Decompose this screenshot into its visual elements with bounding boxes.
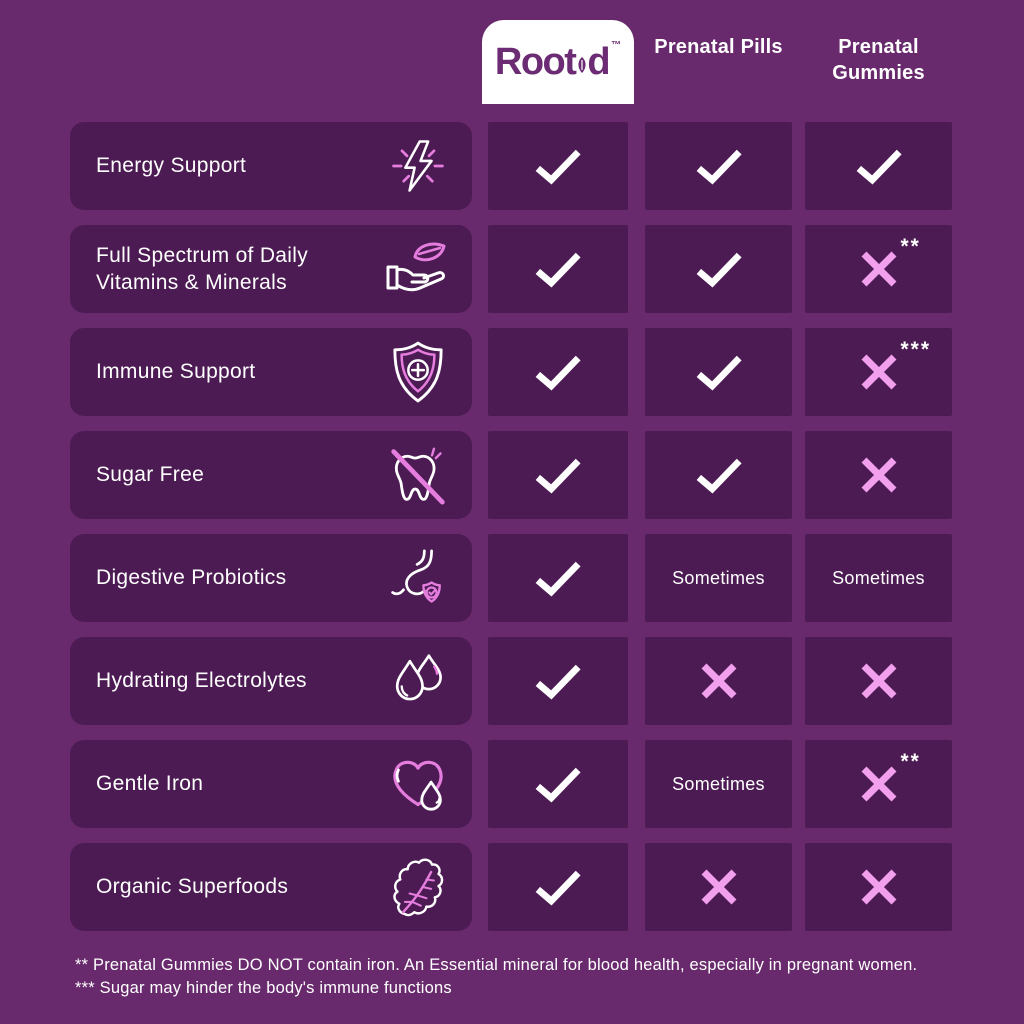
feature-label: Energy Support: [96, 154, 247, 178]
check-icon: [534, 251, 582, 288]
check-icon: [695, 251, 743, 288]
logo-text-before: Root: [494, 41, 577, 83]
check-icon: [534, 869, 582, 906]
gummies-cell: **: [805, 740, 952, 828]
column-header-prenatal-pills: Prenatal Pills: [654, 36, 783, 58]
footnote-marker: **: [900, 750, 921, 773]
rootd-cell: [488, 225, 628, 313]
gummies-cell: [805, 431, 952, 519]
check-icon: [695, 148, 743, 185]
check-icon: [534, 766, 582, 803]
gummies-cell: [805, 122, 952, 210]
feature-row: Digestive Probiotics Sometimes Sometimes: [70, 534, 952, 622]
gummies-cell: [805, 637, 952, 725]
feature-label: Organic Superfoods: [96, 875, 289, 899]
leaf-icon: [576, 43, 588, 81]
cross-icon: [860, 353, 898, 391]
check-icon: [534, 560, 582, 597]
pills-cell: [645, 328, 792, 416]
feature-row: Gentle Iron Sometimes **: [70, 740, 952, 828]
feature-label: Gentle Iron: [96, 772, 204, 796]
check-icon: [695, 354, 743, 391]
feature-row: Sugar Free: [70, 431, 952, 519]
cross-icon: [860, 765, 898, 803]
gummies-cell: Sometimes: [805, 534, 952, 622]
rootd-cell: [488, 843, 628, 931]
hand-leaf-icon: [382, 240, 454, 298]
feature-row: Immune Support ***: [70, 328, 952, 416]
cross-icon: [860, 662, 898, 700]
check-icon: [534, 354, 582, 391]
rootd-logo: Root d ™: [494, 40, 622, 83]
rootd-cell: [488, 328, 628, 416]
water-drops-icon: [382, 653, 454, 709]
pills-cell: [645, 843, 792, 931]
heart-iron-icon: [382, 756, 454, 812]
feature-label-cell: Gentle Iron: [70, 740, 472, 828]
gummies-cell: ***: [805, 328, 952, 416]
feature-rows: Energy Support Full Spectrum of Daily Vit…: [70, 122, 952, 946]
kale-leaf-icon: [382, 857, 454, 917]
footnote-marker: ***: [900, 338, 932, 361]
cross-icon: [860, 868, 898, 906]
footnotes: ** Prenatal Gummies DO NOT contain iron.…: [75, 954, 917, 1001]
feature-label-cell: Sugar Free: [70, 431, 472, 519]
feature-label-cell: Hydrating Electrolytes: [70, 637, 472, 725]
feature-label: Immune Support: [96, 360, 256, 384]
feature-row: Full Spectrum of Daily Vitamins & Minera…: [70, 225, 952, 313]
feature-label-cell: Organic Superfoods: [70, 843, 472, 931]
check-icon: [695, 457, 743, 494]
pills-cell: [645, 637, 792, 725]
check-icon: [534, 663, 582, 700]
feature-label: Full Spectrum of Daily Vitamins & Minera…: [96, 243, 308, 294]
cross-icon: [860, 456, 898, 494]
footnote-iron: ** Prenatal Gummies DO NOT contain iron.…: [75, 956, 918, 974]
feature-label: Hydrating Electrolytes: [96, 669, 307, 693]
pills-cell: [645, 122, 792, 210]
cross-icon: [700, 662, 738, 700]
feature-label-cell: Digestive Probiotics: [70, 534, 472, 622]
feature-row: Hydrating Electrolytes: [70, 637, 952, 725]
gummies-cell: **: [805, 225, 952, 313]
feature-label-cell: Full Spectrum of Daily Vitamins & Minera…: [70, 225, 472, 313]
shield-plus-icon: [382, 341, 454, 403]
rootd-logo-box: Root d ™: [482, 20, 634, 104]
feature-label-cell: Energy Support: [70, 122, 472, 210]
feature-row: Organic Superfoods: [70, 843, 952, 931]
feature-label: Digestive Probiotics: [96, 566, 287, 590]
check-icon: [534, 148, 582, 185]
pills-cell: [645, 431, 792, 519]
cross-icon: [860, 250, 898, 288]
pills-cell: [645, 225, 792, 313]
feature-label-cell: Immune Support: [70, 328, 472, 416]
sometimes-text: Sometimes: [672, 773, 765, 794]
energy-bolt-icon: [382, 138, 454, 194]
pills-cell: Sometimes: [645, 534, 792, 622]
feature-label: Sugar Free: [96, 463, 205, 487]
rootd-cell: [488, 534, 628, 622]
feature-row: Energy Support: [70, 122, 952, 210]
rootd-column-frame: Root d ™: [482, 20, 634, 952]
check-icon: [534, 457, 582, 494]
rootd-cell: [488, 122, 628, 210]
sometimes-text: Sometimes: [832, 567, 925, 588]
sometimes-text: Sometimes: [672, 567, 765, 588]
stomach-probiotic-icon: [382, 547, 454, 609]
pills-cell: Sometimes: [645, 740, 792, 828]
rootd-cell: [488, 637, 628, 725]
gummies-cell: [805, 843, 952, 931]
check-icon: [855, 148, 903, 185]
footnote-marker: **: [900, 235, 921, 258]
footnote-sugar: *** Sugar may hinder the body's immune f…: [75, 979, 452, 998]
trademark-symbol: ™: [611, 40, 622, 51]
rootd-cell: [488, 431, 628, 519]
rootd-cell: [488, 740, 628, 828]
logo-text-after: d: [587, 41, 610, 83]
no-sugar-tooth-icon: [382, 445, 454, 505]
column-header-prenatal-gummies: Prenatal Gummies: [832, 36, 925, 84]
cross-icon: [700, 868, 738, 906]
